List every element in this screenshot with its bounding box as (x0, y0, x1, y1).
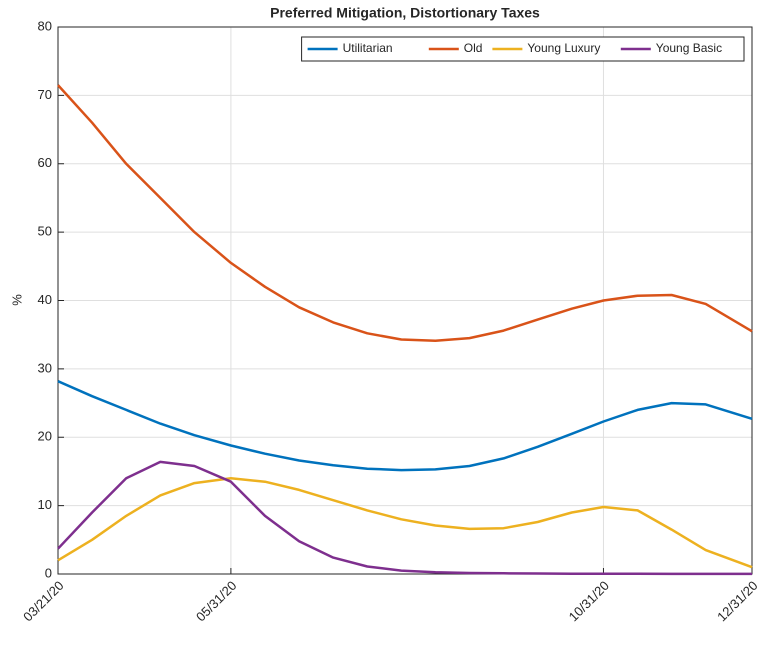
y-tick-label: 80 (38, 18, 52, 33)
legend: Utilitarian Old Young Luxury Young Basic (301, 36, 745, 62)
legend-label: Old (464, 41, 483, 55)
y-tick-label: 20 (38, 429, 52, 444)
y-tick-label: 40 (38, 292, 52, 307)
legend-label: Utilitarian (343, 41, 393, 55)
legend-box (301, 36, 745, 62)
legend-label: Young Luxury (527, 41, 600, 55)
y-tick-label: 30 (38, 360, 52, 375)
data-line (57, 380, 753, 472)
plot-frame (57, 26, 753, 575)
chart-title: Preferred Mitigation, Distortionary Taxe… (270, 5, 540, 21)
y-tick-label: 0 (45, 565, 52, 580)
y-tick-label: 70 (38, 87, 52, 102)
y-axis-label: % (9, 294, 24, 306)
y-tick-label: 50 (38, 224, 52, 239)
legend-label: Young Basic (656, 41, 722, 55)
data-line (57, 477, 753, 569)
y-tick-label: 10 (38, 497, 52, 512)
y-tick-label: 60 (38, 155, 52, 170)
data-line (57, 460, 752, 576)
data-line (57, 84, 753, 343)
